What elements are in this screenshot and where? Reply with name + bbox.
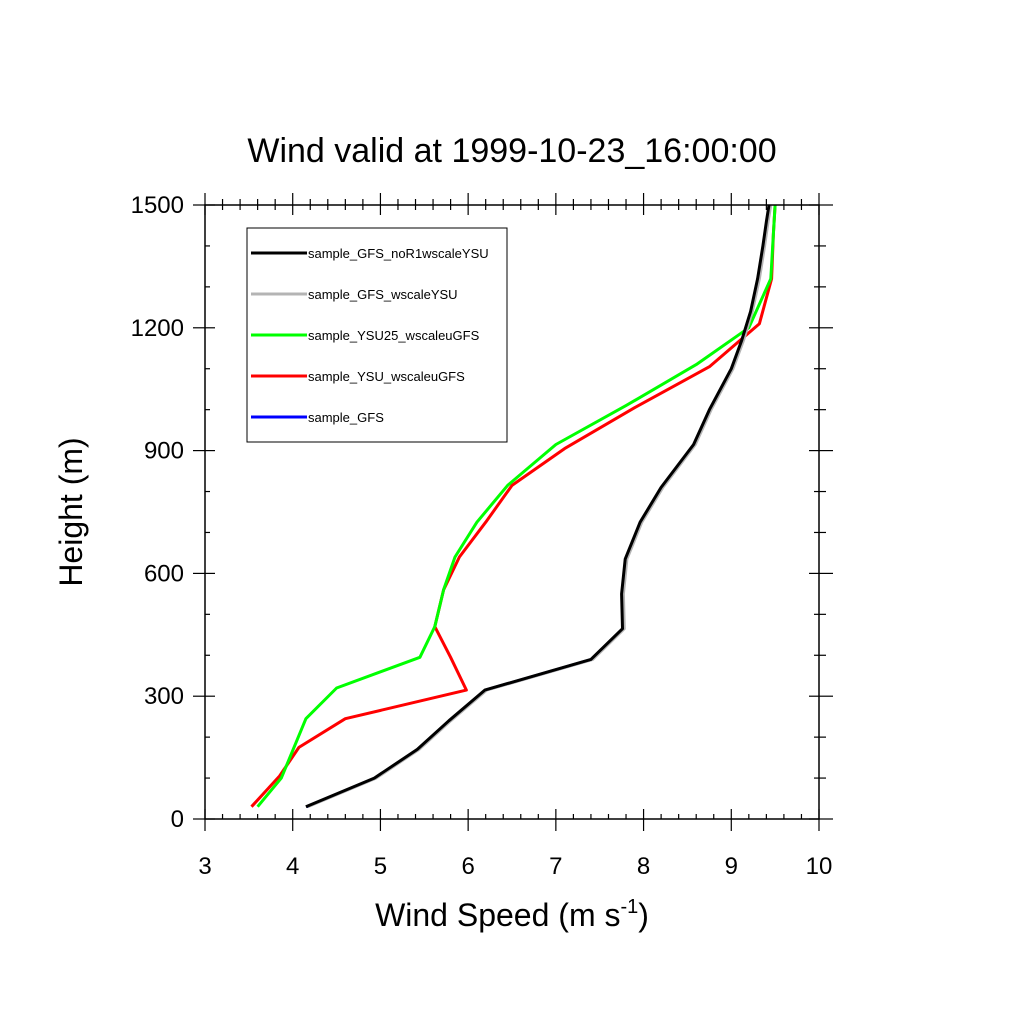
y-tick-label: 600 <box>144 560 184 587</box>
x-tick-label: 3 <box>198 853 211 880</box>
plot-frame <box>204 204 820 820</box>
series-line-sample_GFS_noR1wscaleYSU <box>305 204 771 809</box>
y-axis-label: Height (m) <box>53 437 89 586</box>
legend-label: sample_YSU25_wscaleuGFS <box>308 328 480 343</box>
y-tick-label: 300 <box>144 683 184 710</box>
legend-label: sample_GFS_noR1wscaleYSU <box>308 246 489 261</box>
series-line-sample_YSU25_wscaleuGFS <box>256 204 777 808</box>
x-axis-label: Wind Speed (m s-1) <box>375 896 649 933</box>
series-layer <box>250 204 777 809</box>
x-tick-label: 6 <box>461 853 474 880</box>
chart-title: Wind valid at 1999-10-23_16:00:00 <box>247 132 776 170</box>
x-tick-label: 9 <box>725 853 738 880</box>
tick-marks <box>193 193 833 831</box>
legend: sample_GFS_noR1wscaleYSU sample_GFS_wscal… <box>246 227 508 443</box>
y-tick-label: 0 <box>171 806 184 833</box>
y-tick-label: 900 <box>144 438 184 465</box>
y-tick-label: 1500 <box>131 192 184 219</box>
x-tick-label: 7 <box>549 853 562 880</box>
tick-labels: 3 4 5 6 7 8 9 10 0 300 600 900 1200 1500 <box>131 192 833 880</box>
legend-label: sample_YSU_wscaleuGFS <box>308 369 465 384</box>
x-tick-label: 4 <box>286 853 299 880</box>
x-tick-label: 5 <box>374 853 387 880</box>
x-tick-label: 10 <box>806 853 833 880</box>
x-tick-label: 8 <box>637 853 650 880</box>
legend-label: sample_GFS <box>308 410 384 425</box>
y-tick-label: 1200 <box>131 315 184 342</box>
series-line-sample_YSU_wscaleuGFS <box>250 204 777 808</box>
legend-label: sample_GFS_wscaleYSU <box>308 287 458 302</box>
